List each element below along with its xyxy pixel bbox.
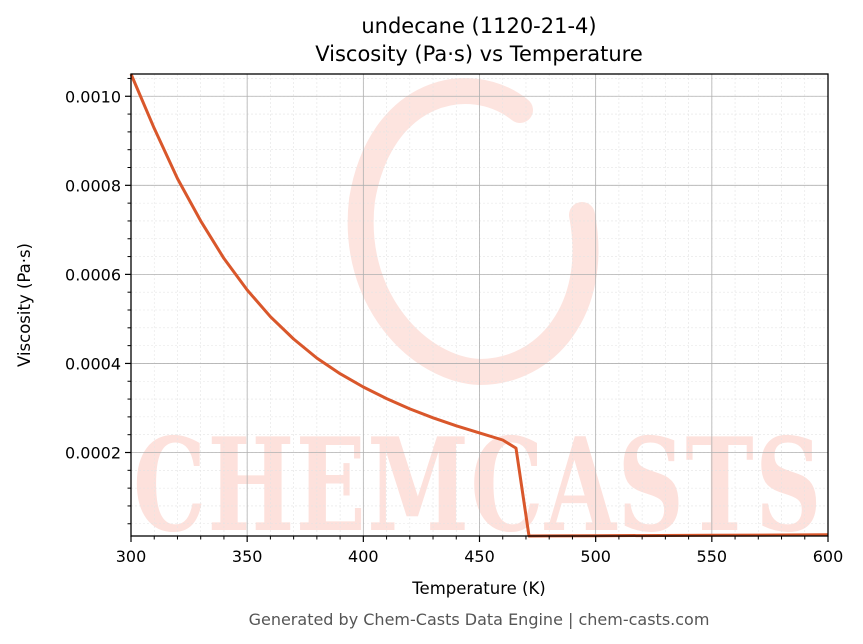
x-tick-label: 400 (348, 547, 379, 566)
chart-title: undecane (1120-21-4) (361, 14, 596, 38)
x-tick-label: 600 (813, 547, 844, 566)
x-axis-ticks: 300 350 400 450 500 550 600 (116, 536, 844, 566)
footer-credit: Generated by Chem-Casts Data Engine | ch… (249, 610, 710, 629)
y-tick-label: 0.0006 (65, 265, 121, 284)
y-axis-ticks: 0.0002 0.0004 0.0006 0.0008 0.0010 (65, 77, 131, 525)
y-tick-label: 0.0002 (65, 444, 121, 463)
chart-subtitle: Viscosity (Pa·s) vs Temperature (315, 42, 643, 66)
x-axis-label: Temperature (K) (411, 579, 545, 598)
x-tick-label: 450 (464, 547, 495, 566)
x-tick-label: 300 (116, 547, 147, 566)
x-tick-label: 350 (232, 547, 263, 566)
watermark-logo: CHEMCASTS (133, 78, 821, 561)
x-tick-label: 500 (580, 547, 611, 566)
y-tick-label: 0.0010 (65, 87, 121, 106)
watermark-swirl (347, 78, 599, 386)
y-tick-label: 0.0004 (65, 354, 121, 373)
x-tick-label: 550 (697, 547, 728, 566)
y-axis-label: Viscosity (Pa·s) (15, 243, 34, 367)
y-tick-label: 0.0008 (65, 176, 121, 195)
